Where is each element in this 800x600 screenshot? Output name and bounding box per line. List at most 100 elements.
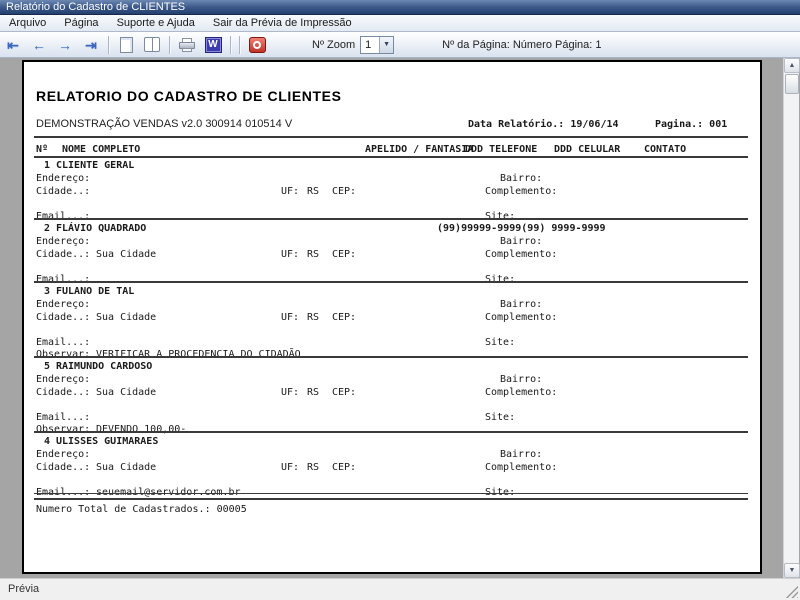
field-label: Email...: <box>36 412 91 423</box>
toolbar-separator <box>239 35 240 54</box>
report-page-number: Pagina.: 001 <box>655 119 728 130</box>
field-value: Sua Cidade <box>96 312 157 323</box>
record-number: 4 <box>43 436 50 447</box>
power-icon <box>248 36 266 53</box>
field-value: RS <box>307 462 320 473</box>
field-label: Bairro: <box>500 236 543 247</box>
print-button[interactable] <box>175 35 199 55</box>
field-label: Endereço: <box>36 299 91 310</box>
title-bar[interactable]: Relatório do Cadastro de CLIENTES <box>0 0 800 15</box>
record-name: ULISSES GUIMARAES <box>56 436 159 447</box>
field-label: Site: <box>485 487 515 498</box>
field-label: CEP: <box>332 249 357 260</box>
menu-suporte-e-ajuda[interactable]: Suporte e Ajuda <box>116 17 195 29</box>
export-word-button[interactable]: W <box>201 35 225 55</box>
record-divider <box>34 218 748 220</box>
col-name: NOME COMPLETO <box>62 144 141 155</box>
scrollbar-thumb[interactable] <box>785 74 799 94</box>
record-name: FULANO DE TAL <box>56 286 135 297</box>
two-page-icon <box>144 37 160 52</box>
toolbar-separator <box>169 35 170 54</box>
page-info-label: Nº da Página: Número Página: 1 <box>442 38 602 51</box>
divider <box>34 156 748 158</box>
field-label: UF: <box>281 186 300 197</box>
zoom-value: 1 <box>365 38 372 51</box>
record-divider <box>34 356 748 358</box>
record-name: RAIMUNDO CARDOSO <box>56 361 153 372</box>
field-value: RS <box>307 186 320 197</box>
word-icon: W <box>204 36 222 53</box>
menu-pagina[interactable]: Página <box>64 17 99 29</box>
field-label: Endereço: <box>36 173 91 184</box>
first-page-button[interactable]: ⇤ <box>1 35 25 55</box>
field-label: Complemento: <box>485 387 558 398</box>
report-subtitle: DEMONSTRAÇÃO VENDAS v2.0 300914 010514 V <box>36 118 293 130</box>
field-label: Site: <box>485 211 516 222</box>
record-divider <box>34 493 748 494</box>
field-label: Endereço: <box>36 449 91 460</box>
record-number: 5 <box>43 361 50 372</box>
field-label: Email...: <box>36 487 90 498</box>
vertical-scrollbar[interactable]: ▲ ▼ <box>783 58 800 578</box>
chevron-down-icon: ▼ <box>379 36 394 53</box>
report-page: RELATORIO DO CADASTRO DE CLIENTES DEMONS… <box>22 60 762 574</box>
toolbar-separator <box>108 35 109 54</box>
field-label: Cidade..: <box>36 387 91 398</box>
field-label: Observar: <box>36 424 91 435</box>
next-page-icon: → <box>58 36 72 53</box>
scroll-down-icon[interactable]: ▼ <box>784 563 800 578</box>
previous-page-button[interactable]: ← <box>27 35 51 55</box>
field-value: Sua Cidade <box>96 249 157 260</box>
col-celular: DDD CELULAR <box>554 144 621 155</box>
scroll-up-icon[interactable]: ▲ <box>784 58 800 73</box>
field-label: CEP: <box>332 462 357 473</box>
menu-arquivo[interactable]: Arquivo <box>9 17 47 29</box>
record-number: 3 <box>43 286 50 297</box>
report-title: RELATORIO DO CADASTRO DE CLIENTES <box>36 88 342 104</box>
field-label: CEP: <box>332 387 357 398</box>
menu-bar: Arquivo Página Suporte e Ajuda Sair da P… <box>0 15 800 32</box>
field-label: CEP: <box>332 186 357 197</box>
window-title: Relatório do Cadastro de CLIENTES <box>6 1 186 13</box>
field-value: Sua Cidade <box>96 387 157 398</box>
last-page-button[interactable]: ⇥ <box>79 35 103 55</box>
two-page-view-button[interactable] <box>140 35 164 55</box>
field-value: RS <box>307 249 320 260</box>
field-label: CEP: <box>332 312 357 323</box>
col-apelido: APELIDO / FANTASIA <box>365 144 474 155</box>
resize-grip[interactable] <box>786 586 798 598</box>
previous-page-icon: ← <box>32 36 46 53</box>
single-page-view-button[interactable] <box>114 35 138 55</box>
zoom-select[interactable]: 1 ▼ <box>360 35 395 54</box>
col-contato: CONTATO <box>644 144 687 155</box>
record-number: 1 <box>43 160 50 171</box>
field-label: UF: <box>281 249 300 260</box>
record-divider <box>34 281 748 283</box>
col-num: Nº <box>36 144 49 155</box>
exit-preview-button[interactable] <box>245 35 269 55</box>
field-label: Endereço: <box>36 374 91 385</box>
next-page-button[interactable]: → <box>53 35 77 55</box>
field-label: Complemento: <box>485 312 558 323</box>
field-value: VERIFICAR A PROCEDENCIA DO CIDADÃO <box>96 349 301 360</box>
record-phone: (99)99999-9999(99) 9999-9999 <box>437 223 606 234</box>
first-page-icon: ⇤ <box>7 36 19 53</box>
single-page-icon <box>119 36 133 53</box>
field-value: RS <box>307 387 320 398</box>
field-label: Bairro: <box>500 449 543 460</box>
field-label: UF: <box>281 312 300 323</box>
divider <box>34 136 748 138</box>
field-label: Cidade..: <box>36 462 91 473</box>
printer-icon <box>179 37 195 52</box>
menu-sair-da-previa[interactable]: Sair da Prévia de Impressão <box>212 17 352 29</box>
field-label: Cidade..: <box>36 186 91 197</box>
record-name: FLÁVIO QUADRADO <box>56 223 147 234</box>
record-divider <box>34 498 748 500</box>
field-label: Site: <box>485 412 516 423</box>
field-label: Email...: <box>36 274 91 285</box>
record-number: 2 <box>43 223 50 234</box>
field-label: Complemento: <box>485 462 558 473</box>
col-telefone: DDD TELEFONE <box>465 144 538 155</box>
total-records-label: Numero Total de Cadastrados.: 00005 <box>36 504 247 515</box>
